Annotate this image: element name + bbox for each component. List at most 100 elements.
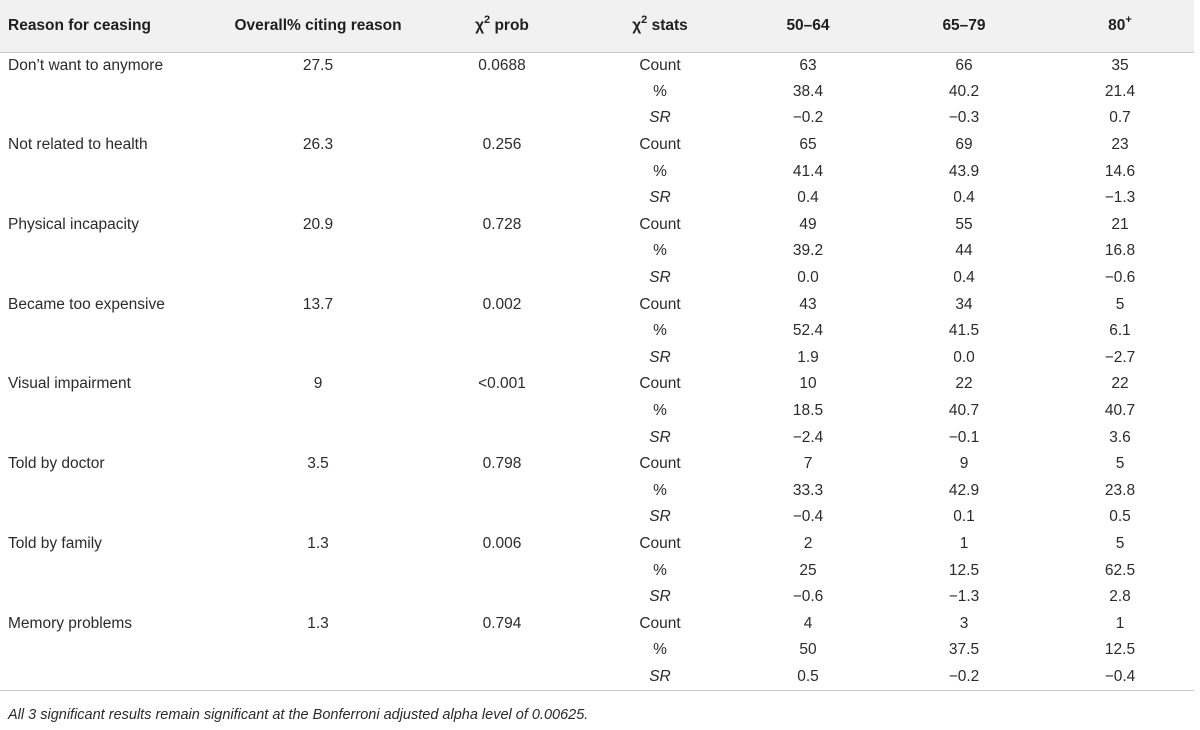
age-50-64-cell: 50	[799, 641, 817, 659]
chi-stat-label-cell: Count	[639, 136, 681, 154]
table-row: Don’t want to anymore 27.5 0.0688 Count 63 66…	[0, 52, 1194, 79]
chi-prob-cell: 0.0688	[478, 56, 526, 74]
reason-cell-empty	[0, 185, 218, 212]
age-80-plus-cell: 23.8	[1104, 481, 1136, 499]
age-65-79-cell: 66	[955, 56, 973, 74]
age-80-plus-cell: 16.8	[1104, 242, 1136, 260]
overall-cell-empty	[218, 265, 418, 292]
age-65-79-cell: 40.2	[948, 82, 980, 100]
chi-stat-label-cell: Count	[639, 455, 681, 473]
age-80-plus-cell: −1.3	[1104, 189, 1136, 207]
header-chi-prob: χ2 prob	[418, 0, 586, 53]
chi-exponent: 2	[641, 13, 648, 26]
age-65-79-cell: 55	[955, 215, 973, 233]
reason-cell-empty	[0, 79, 218, 106]
chi-symbol: χ	[632, 16, 642, 34]
reason-cell: Memory problems	[8, 614, 133, 632]
reason-cell-empty	[0, 345, 218, 372]
chi-stat-label-cell: %	[653, 641, 667, 659]
age-80-plus-cell: 62.5	[1104, 561, 1136, 579]
age-65-79-cell: −0.3	[948, 109, 980, 127]
table-footnote: All 3 significant results remain signifi…	[8, 707, 589, 723]
age-65-79-cell: 9	[959, 455, 969, 473]
chi-stat-label-cell: SR	[586, 663, 734, 691]
age-80-plus-cell: −2.7	[1104, 348, 1136, 366]
age-80-plus-cell: 5	[1115, 295, 1125, 313]
chi-stat-label-cell: SR	[649, 189, 671, 207]
reason-cell-empty	[0, 478, 218, 505]
reason-cell-empty	[0, 557, 218, 584]
overall-cell-empty	[218, 398, 418, 425]
age-80-plus-cell: 22	[1111, 375, 1129, 393]
reason-cell: Visual impairment	[8, 375, 131, 393]
reason-cell-empty	[0, 504, 218, 531]
chi-prob-cell-empty	[418, 79, 586, 106]
table-row: SR −2.4 −0.1 3.6	[0, 424, 1194, 451]
table-row: Memory problems 1.3 0.794 Count 4 3 1	[0, 610, 1194, 637]
age-50-64-cell: 10	[799, 375, 817, 393]
overall-cell-empty	[218, 185, 418, 212]
table-row: SR 0.0 0.4 −0.6	[0, 265, 1194, 292]
age-50-64-cell: 43	[799, 295, 817, 313]
table-row: Physical incapacity 20.9 0.728 Count 49 55 21	[0, 212, 1194, 239]
reason-cell: Not related to health	[8, 136, 148, 154]
table-row: % 52.4 41.5 6.1	[0, 318, 1194, 345]
chi-stat-label-cell: %	[653, 561, 667, 579]
reason-cell: Became too expensive	[8, 295, 165, 313]
age-80-plus-cell: 35	[1111, 56, 1129, 74]
chi-stat-label-cell: %	[653, 162, 667, 180]
chi-prob-cell-empty	[418, 158, 586, 185]
chi-stat-label-cell: Count	[639, 375, 681, 393]
age-50-64-cell: 52.4	[792, 322, 824, 340]
chi-prob-cell: 0.728	[482, 215, 522, 233]
table-row: Not related to health 26.3 0.256 Count 65 69 2…	[0, 132, 1194, 159]
table-row: % 25 12.5 62.5	[0, 557, 1194, 584]
table-row: % 38.4 40.2 21.4	[0, 79, 1194, 106]
age-80-plus-cell: 40.7	[1104, 402, 1136, 420]
header-row: Reason for ceasing Overall% citing reaso…	[0, 0, 1194, 53]
header-age-65-79: 65–79	[882, 0, 1046, 53]
table-row: SR 1.9 0.0 −2.7	[0, 345, 1194, 372]
table-row: % 33.3 42.9 23.8	[0, 478, 1194, 505]
reason-cell-empty	[0, 265, 218, 292]
age-50-64-cell: 18.5	[792, 402, 824, 420]
reason-cell-empty	[0, 663, 218, 691]
header-chi-stats: χ2 stats	[586, 0, 734, 53]
chi-prob-cell: 0.002	[482, 295, 522, 313]
age-80-plus-cell: 5	[1115, 534, 1125, 552]
overall-cell-empty	[218, 345, 418, 372]
age3-sup: +	[1125, 13, 1132, 26]
reason-cell: Told by doctor	[8, 455, 105, 473]
chi-stat-label-cell: Count	[639, 295, 681, 313]
age-50-64-cell: 49	[799, 215, 817, 233]
chi-prob-cell-empty	[418, 478, 586, 505]
overall-cell-empty	[218, 637, 418, 664]
reason-cell-empty	[0, 318, 218, 345]
age-65-79-cell: 69	[955, 136, 973, 154]
chi-stat-label-cell: %	[653, 322, 667, 340]
table-row: Told by doctor 3.5 0.798 Count 7 9 5	[0, 451, 1194, 478]
table-row: % 18.5 40.7 40.7	[0, 398, 1194, 425]
age-80-plus-cell: 6.1	[1109, 322, 1131, 340]
age-65-79-cell: 42.9	[948, 481, 980, 499]
table-row: % 41.4 43.9 14.6	[0, 158, 1194, 185]
age-80-plus-cell: 0.5	[1109, 508, 1131, 526]
chi-prob-cell-empty	[418, 424, 586, 451]
overall-cell: 3.5	[307, 455, 329, 473]
overall-cell-empty	[218, 79, 418, 106]
age-50-64-cell: 33.3	[792, 481, 824, 499]
table-row: SR −0.4 0.1 0.5	[0, 504, 1194, 531]
table-row: SR 0.5 −0.2 −0.4	[0, 663, 1194, 691]
age-80-plus-cell: 2.8	[1109, 588, 1131, 606]
age-80-plus-cell: 5	[1115, 455, 1125, 473]
chi-prob-cell-empty	[418, 663, 586, 691]
table-row: Visual impairment 9 <0.001 Count 10 22 22	[0, 371, 1194, 398]
age-50-64-cell: 63	[799, 56, 817, 74]
table-row: SR −0.2 −0.3 0.7	[0, 105, 1194, 132]
chi-prob-cell-empty	[418, 265, 586, 292]
chi-prob-cell-empty	[418, 398, 586, 425]
chi-prob-cell-empty	[418, 504, 586, 531]
age-50-64-cell: −0.4	[792, 508, 824, 526]
age-50-64-cell: 25	[799, 561, 817, 579]
overall-cell-empty	[218, 584, 418, 611]
